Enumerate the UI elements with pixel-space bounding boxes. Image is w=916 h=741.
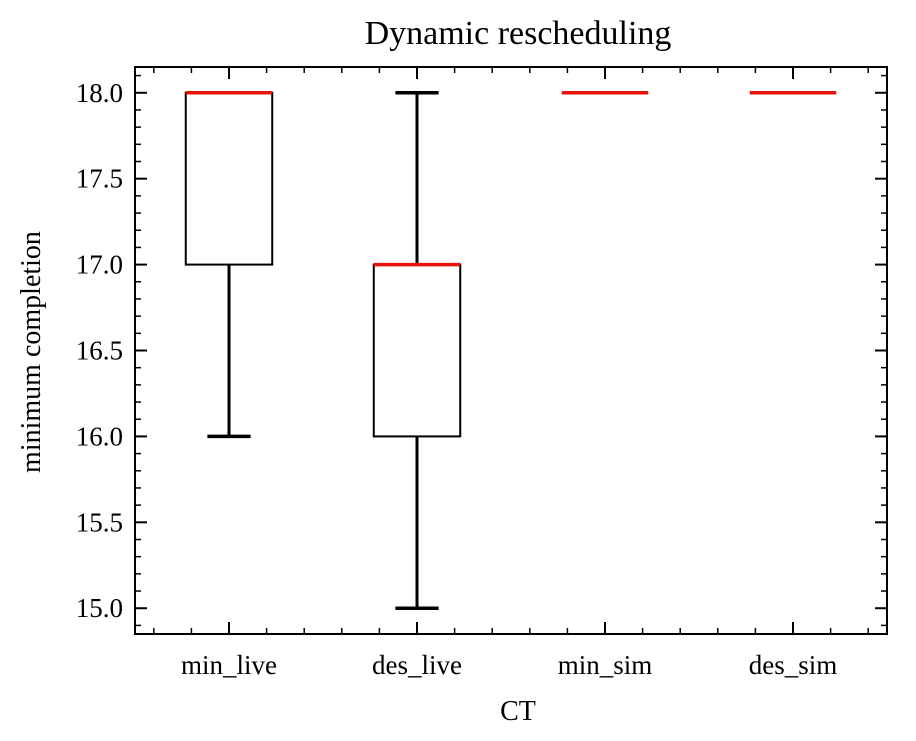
y-tick-label: 17.0 [76, 250, 123, 280]
y-tick-label: 16.0 [76, 421, 123, 451]
y-tick-label: 15.5 [76, 507, 123, 537]
y-tick-label: 17.5 [76, 164, 123, 194]
chart-title: Dynamic rescheduling [365, 15, 672, 52]
box-body [184, 91, 274, 266]
box-body [372, 263, 462, 438]
box-min_live [184, 91, 274, 439]
x-tick-label: min_live [181, 650, 277, 680]
boxes [184, 91, 837, 610]
x-axis-label: CT [500, 696, 536, 727]
axis-ticks: 15.0 15.5 16.0 16.5 17.0 17.5 18.0 min_live des_… [76, 67, 887, 680]
y-tick-label: 18.0 [76, 78, 123, 108]
box-des_live [372, 91, 462, 610]
y-tick-label: 16.5 [76, 336, 123, 366]
x-tick-label: des_live [372, 650, 462, 680]
y-tick-label: 15.0 [76, 593, 123, 623]
x-tick-label: des_sim [749, 650, 838, 680]
y-axis-label: minimum completion [16, 231, 47, 473]
plot-frame [134, 66, 888, 635]
x-tick-label: min_sim [558, 650, 653, 680]
